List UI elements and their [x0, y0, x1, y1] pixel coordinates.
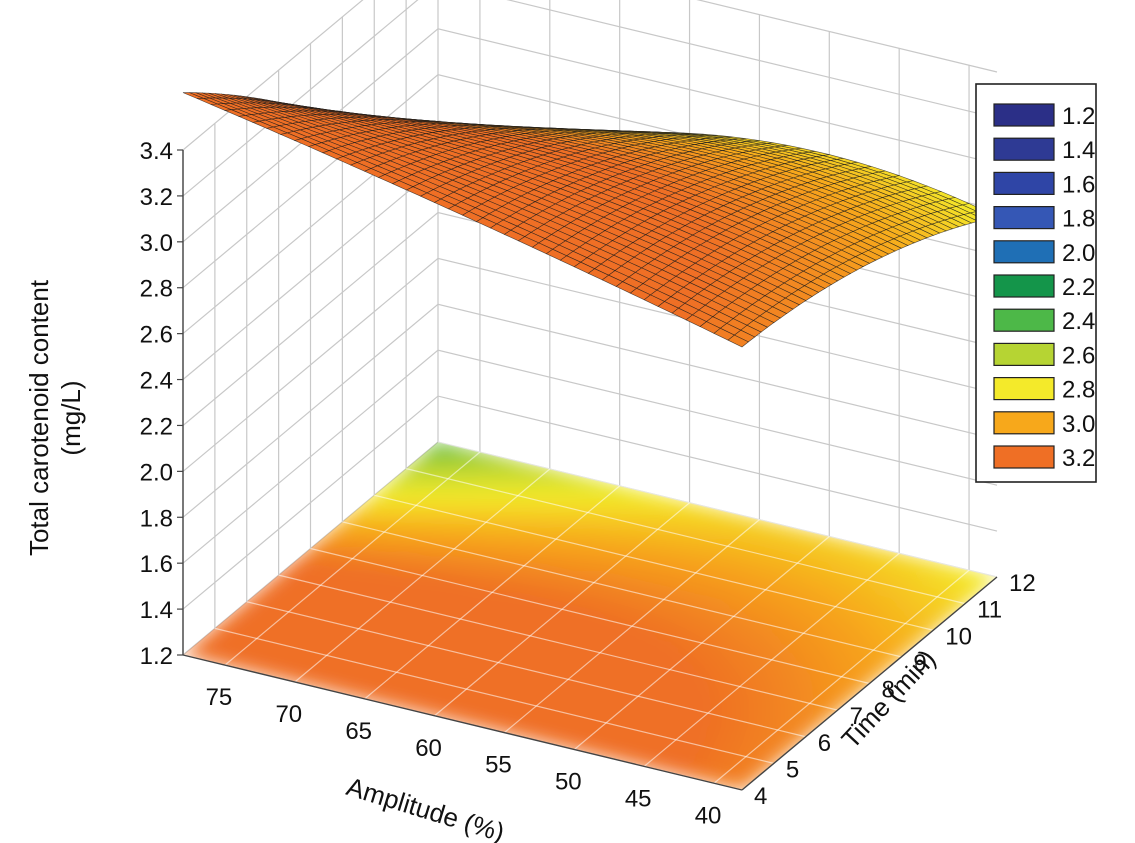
legend-swatch: [993, 137, 1055, 161]
x-tick-label: 60: [415, 735, 442, 762]
legend-label: 2.4: [1062, 308, 1095, 335]
legend-swatch: [993, 103, 1055, 127]
legend-swatch: [993, 171, 1055, 195]
legend-swatch: [993, 445, 1055, 469]
z-tick-label: 1.4: [140, 597, 173, 624]
z-tick-label: 2.0: [140, 459, 173, 486]
legend-label: 2.6: [1062, 342, 1095, 369]
y-tick-label: 11: [977, 597, 1002, 624]
legend-label: 2.0: [1062, 240, 1095, 267]
x-tick-label: 65: [345, 718, 372, 745]
z-tick-label: 2.2: [140, 413, 173, 440]
x-tick-label: 50: [555, 769, 582, 796]
legend-label: 1.2: [1062, 103, 1095, 130]
z-tick-label: 3.0: [140, 230, 173, 257]
y-tick-label: 10: [945, 623, 972, 650]
legend-label: 1.8: [1062, 206, 1095, 233]
x-tick-label: 40: [695, 802, 722, 829]
z-tick-label: 2.6: [140, 322, 173, 349]
z-axis-title-unit: (mg/L): [56, 380, 86, 455]
y-tick-label: 4: [754, 783, 767, 810]
z-tick-label: 1.6: [140, 551, 173, 578]
x-tick-label: 45: [625, 785, 652, 812]
y-tick-label: 6: [818, 730, 831, 757]
z-tick-label: 2.8: [140, 276, 173, 303]
legend-label: 1.4: [1062, 137, 1095, 164]
x-tick-label: 70: [275, 701, 302, 728]
legend-swatch: [993, 274, 1055, 298]
x-axis-title: Amplitude (%): [343, 771, 508, 843]
z-tick-label: 3.2: [140, 184, 173, 211]
z-tick-label: 1.2: [140, 643, 173, 670]
x-tick-label: 75: [206, 684, 233, 711]
wall-gridline: [182, 0, 998, 151]
z-tick-label: 1.8: [140, 505, 173, 532]
legend-label: 1.6: [1062, 171, 1095, 198]
z-tick-label: 2.4: [140, 368, 173, 395]
legend-swatch: [993, 308, 1055, 332]
legend-swatch: [993, 411, 1055, 435]
legend-label: 2.8: [1062, 377, 1095, 404]
legend: 1.2 1.4 1.6 1.8 2.0 2.2 2.4 2.6 2.8 3.0 3.2: [975, 83, 1097, 483]
legend-label: 2.2: [1062, 274, 1095, 301]
z-tick-label: 3.4: [140, 138, 173, 165]
legend-swatch: [993, 377, 1055, 401]
legend-swatch: [993, 206, 1055, 230]
z-axis-title: Total carotenoid content: [24, 279, 54, 556]
y-tick-label: 12: [1009, 570, 1036, 597]
x-tick-label: 55: [485, 752, 512, 779]
legend-label: 3.0: [1062, 411, 1095, 438]
legend-swatch: [993, 240, 1055, 264]
y-tick-label: 5: [786, 756, 799, 783]
legend-label: 3.2: [1062, 445, 1095, 472]
legend-swatch: [993, 342, 1055, 366]
